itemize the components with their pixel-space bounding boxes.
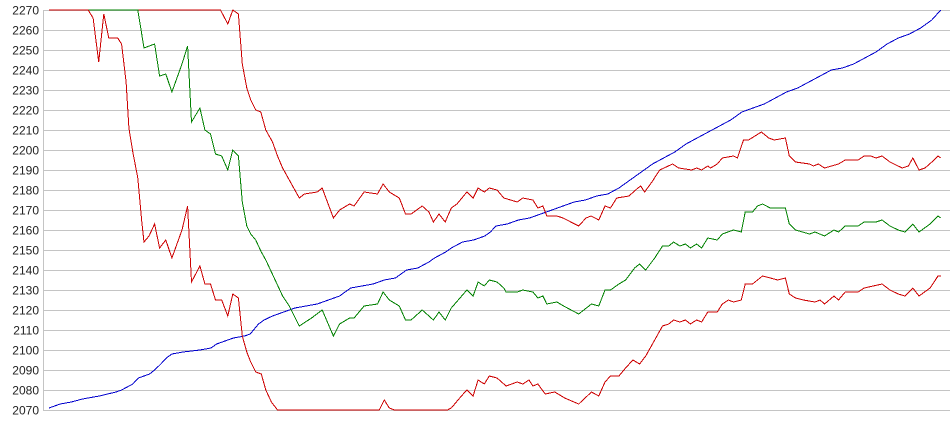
y-tick-label: 2110 <box>13 324 39 338</box>
y-tick-label: 2230 <box>12 84 39 98</box>
series-line-blue <box>48 9 942 409</box>
y-tick-label: 2120 <box>12 304 39 318</box>
y-tick-label: 2270 <box>12 4 39 18</box>
series-line-middle-green <box>49 9 942 338</box>
y-tick-label: 2250 <box>12 44 39 58</box>
y-tick-label: 2070 <box>12 404 39 418</box>
y-tick-label: 2190 <box>12 164 39 178</box>
y-tick-labels: 2070 2080 2090 2100 2110 2120 2130 2140 2150 2160… <box>12 4 39 418</box>
y-tick-label: 2210 <box>12 124 39 138</box>
gridlines <box>44 10 950 411</box>
y-tick-label: 2130 <box>12 284 39 298</box>
y-tick-label: 2170 <box>12 204 39 218</box>
y-tick-label: 2200 <box>12 144 39 158</box>
series-lines <box>48 9 942 411</box>
y-tick-label: 2150 <box>12 244 39 258</box>
y-tick-label: 2100 <box>12 344 39 358</box>
series-line-upper-red <box>49 9 942 227</box>
y-tick-label: 2260 <box>12 24 39 38</box>
y-tick-label: 2080 <box>12 384 39 398</box>
y-tick-label: 2140 <box>12 264 39 278</box>
series-line-lower-red <box>49 9 941 411</box>
y-tick-label: 2180 <box>12 184 39 198</box>
y-tick-label: 2090 <box>12 364 39 378</box>
y-tick-label: 2160 <box>12 224 39 238</box>
y-tick-label: 2240 <box>12 64 39 78</box>
y-tick-label: 2220 <box>12 104 39 118</box>
